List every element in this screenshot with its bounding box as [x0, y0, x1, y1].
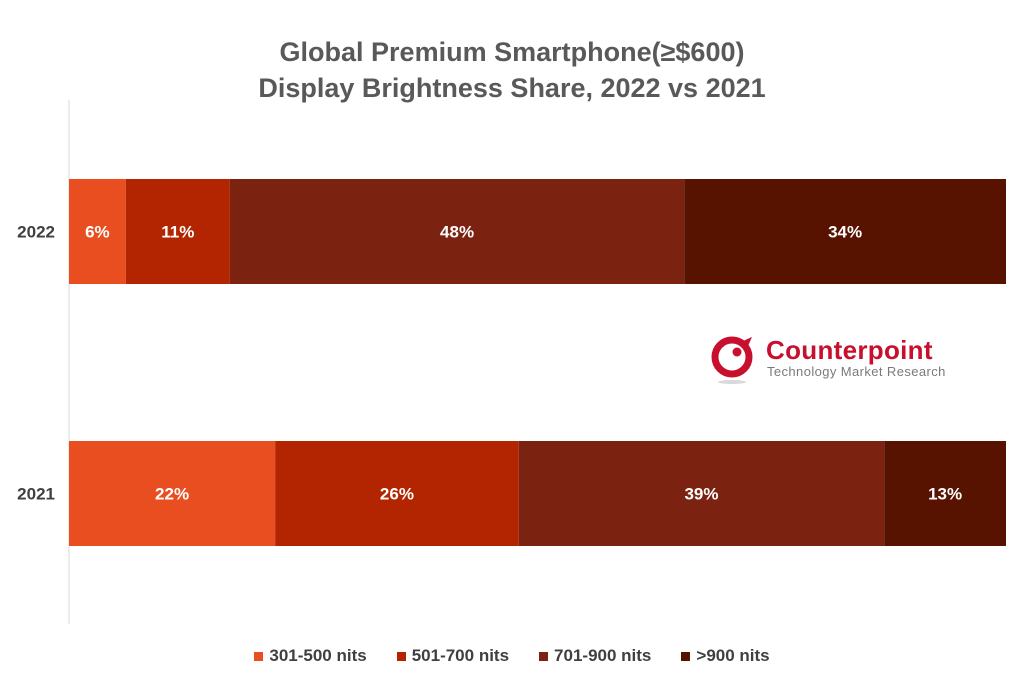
legend-label: 301-500 nits — [269, 646, 367, 665]
chart-title: Global Premium Smartphone(≥$600) Display… — [0, 34, 1024, 106]
legend-item-2: 501-700 nits — [396, 646, 510, 666]
legend-swatch — [396, 651, 406, 661]
legend-swatch — [539, 651, 549, 661]
legend-label: 501-700 nits — [411, 646, 510, 665]
legend-item-3: 701-900 nits — [539, 646, 651, 666]
legend-swatch — [681, 651, 691, 661]
bar-segment-2022-4 — [684, 179, 1006, 284]
bar-segment-2021-1 — [69, 441, 276, 546]
counterpoint-logo-icon — [710, 335, 758, 392]
bar-segment-2021-3 — [518, 441, 885, 546]
bar-segment-2022-2 — [125, 179, 230, 284]
data-label-2021-1: 22% — [155, 485, 189, 504]
data-label-2021-4: 13% — [928, 485, 962, 504]
chart-title-line-2: Display Brightness Share, 2022 vs 2021 — [258, 73, 766, 103]
legend-item-1: 301-500 nits — [254, 646, 367, 666]
data-label-2021-3: 39% — [684, 485, 718, 504]
logo-tagline: Technology Market Research — [767, 364, 946, 379]
legend-label: >900 nits — [696, 646, 770, 665]
bar-segment-2021-4 — [884, 441, 1006, 546]
chart-title-line-1: Global Premium Smartphone(≥$600) — [279, 37, 745, 67]
logo-name: Counterpoint — [766, 335, 933, 365]
legend-swatch — [254, 651, 264, 661]
data-label-2022-4: 34% — [828, 223, 862, 242]
counterpoint-logo: Counterpoint Technology Market Research — [708, 333, 968, 389]
data-label-2021-2: 26% — [380, 485, 414, 504]
category-label-2021: 2021 — [17, 485, 55, 504]
legend-item-4: >900 nits — [681, 646, 770, 666]
legend-label: 701-900 nits — [554, 646, 652, 665]
category-label-2022: 2022 — [17, 223, 55, 242]
data-label-2022-2: 11% — [161, 223, 194, 242]
data-label-2022-3: 48% — [440, 223, 474, 242]
bar-segment-2022-3 — [229, 179, 685, 284]
data-label-2022-1: 6% — [85, 223, 110, 242]
bar-segment-2021-2 — [275, 441, 519, 546]
chart-legend: 301-500 nits 501-700 nits 701-900 nits >900… — [0, 646, 1024, 666]
bar-segment-2022-1 — [69, 179, 126, 284]
